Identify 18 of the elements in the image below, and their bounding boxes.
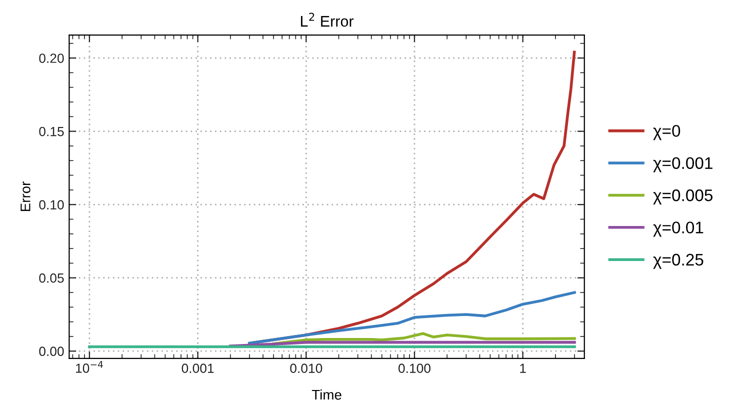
legend-label: χ=0 bbox=[653, 124, 680, 140]
y-tick-label: 0.10 bbox=[39, 200, 64, 210]
y-axis-title: Error bbox=[20, 182, 30, 212]
y-tick-label: 0.00 bbox=[39, 346, 64, 356]
legend-label: χ=0.001 bbox=[653, 157, 712, 172]
y-tick-label: 0.20 bbox=[39, 54, 64, 63]
legend-label: χ=0.25 bbox=[653, 254, 704, 269]
x-tick-label: 0.001 bbox=[182, 364, 214, 373]
x-tick-label: 1 bbox=[520, 364, 526, 373]
chart-title: L$^{2}$ Error bbox=[300, 12, 354, 27]
x-tick-label: 0.010 bbox=[290, 364, 322, 373]
legend-label: χ=0.01 bbox=[653, 222, 704, 237]
x-tick-label: 0.100 bbox=[398, 364, 430, 373]
x-tick-label: 10$^{−4}$ bbox=[76, 360, 103, 373]
y-tick-label: 0.15 bbox=[39, 126, 64, 136]
y-tick-label: 0.05 bbox=[39, 273, 64, 283]
x-axis-title: Time bbox=[312, 389, 342, 400]
legend-label: χ=0.005 bbox=[653, 189, 713, 204]
